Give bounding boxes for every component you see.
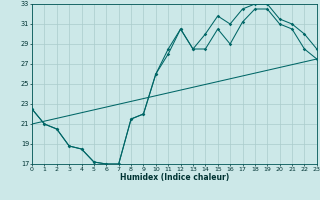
X-axis label: Humidex (Indice chaleur): Humidex (Indice chaleur) [120,173,229,182]
